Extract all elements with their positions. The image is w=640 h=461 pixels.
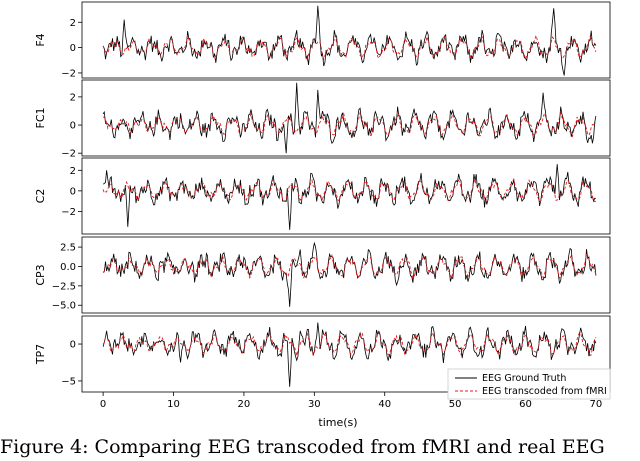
x-tick-label: 40 <box>378 399 391 410</box>
series-transcoded-f4 <box>102 33 597 62</box>
y-tick-label: 2 <box>70 92 76 103</box>
legend-transcoded-label: EEG transcoded from fMRI <box>482 386 607 397</box>
y-tick-label: −2 <box>61 207 76 218</box>
panel-fc1: −2 0 2 FC1 <box>34 79 611 160</box>
panel-tp7: −5 0 TP7 <box>34 315 611 393</box>
y-tick-label: −5.0 <box>52 301 76 312</box>
x-axis: 0 10 20 30 40 50 60 70 <box>100 392 602 410</box>
y-tick-label: 2 <box>70 18 76 29</box>
y-axis-label-tp7: TP7 <box>34 344 47 365</box>
x-tick-label: 30 <box>308 399 321 410</box>
x-tick-label: 10 <box>167 399 180 410</box>
x-tick-label: 70 <box>590 399 603 410</box>
y-tick-label: 0 <box>70 186 76 197</box>
y-tick-label: 0 <box>70 121 76 132</box>
y-tick-label: −2 <box>61 149 76 160</box>
x-tick-label: 50 <box>449 399 462 410</box>
series-transcoded-tp7 <box>102 331 597 357</box>
series-transcoded-c2 <box>102 177 597 204</box>
y-axis-label-fc1: FC1 <box>34 107 47 128</box>
panel-cp3: −5.0 −2.5 0.0 2.5 CP3 <box>34 236 611 314</box>
figure-caption: Figure 4: Comparing EEG transcoded from … <box>0 436 605 458</box>
y-tick-label: −5 <box>61 376 76 387</box>
panel-frame <box>81 1 611 79</box>
y-axis-label-cp3: CP3 <box>34 264 47 285</box>
panel-frame <box>81 157 611 235</box>
x-axis-label: time(s) <box>318 416 357 429</box>
y-axis-label-c2: C2 <box>34 189 47 204</box>
legend-ground-truth-label: EEG Ground Truth <box>482 373 566 384</box>
panels-group: −2 0 2 F4 −2 0 2 FC1 −2 0 2 C2 −5.0 −2.5 0.0 2.5 CP3 −5 0 T… <box>34 1 611 393</box>
y-tick-label: 2 <box>70 166 76 177</box>
panel-frame <box>81 236 611 314</box>
series-transcoded-fc1 <box>102 111 597 139</box>
y-tick-label: 2.5 <box>60 243 76 254</box>
panel-c2: −2 0 2 C2 <box>34 157 611 235</box>
series-ground-truth-c2 <box>102 164 596 230</box>
x-tick-label: 20 <box>238 399 251 410</box>
y-tick-label: 0 <box>70 43 76 54</box>
panel-frame <box>81 79 611 157</box>
legend-box <box>447 368 611 400</box>
y-tick-label: −2 <box>61 68 76 79</box>
panel-frame <box>81 315 611 393</box>
x-tick-label: 0 <box>100 399 106 410</box>
y-tick-label: 0 <box>70 340 76 351</box>
y-tick-label: −2.5 <box>52 281 76 292</box>
series-transcoded-cp3 <box>102 253 597 281</box>
panel-f4: −2 0 2 F4 <box>34 1 611 79</box>
y-tick-label: 0.0 <box>60 262 76 273</box>
y-axis-label-f4: F4 <box>34 33 47 46</box>
x-tick-label: 60 <box>519 399 532 410</box>
legend: EEG Ground Truth EEG transcoded from fMR… <box>447 368 611 400</box>
series-ground-truth-fc1 <box>102 82 597 154</box>
series-ground-truth-cp3 <box>102 241 597 307</box>
